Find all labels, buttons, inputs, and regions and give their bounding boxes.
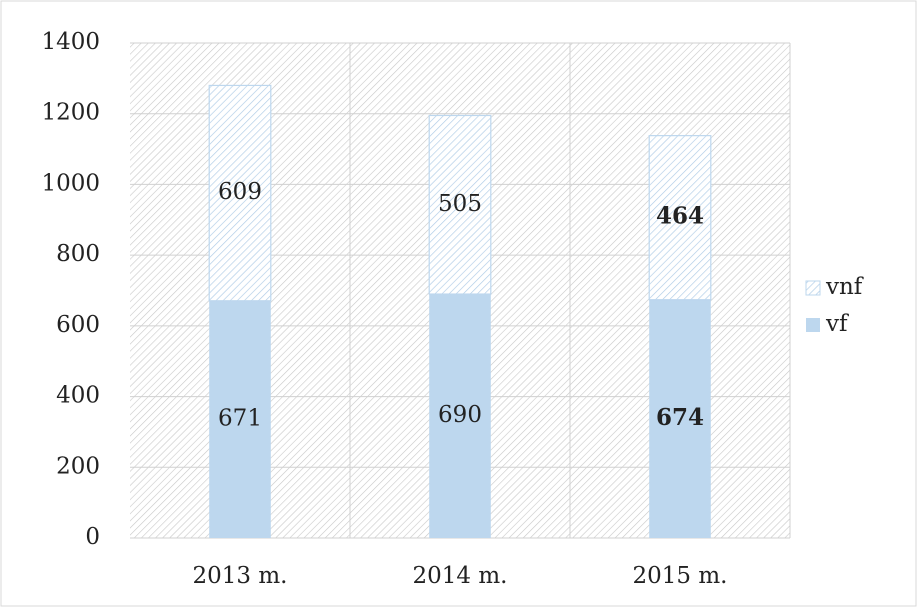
legend-swatch (805, 280, 821, 296)
bar-segment (429, 294, 491, 538)
y-tick-label: 1000 (41, 170, 100, 196)
data-label: 609 (218, 179, 262, 205)
data-label: 690 (438, 402, 482, 428)
bar-segment (428, 114, 492, 295)
bar-segment (208, 84, 272, 302)
y-tick-label: 400 (56, 383, 100, 409)
data-label: 464 (656, 203, 704, 230)
x-tick-label: 2013 m. (193, 563, 288, 589)
bar-segment (209, 300, 271, 538)
legend-swatch (806, 318, 820, 332)
y-tick-label: 0 (85, 524, 100, 550)
y-tick-label: 1400 (41, 29, 100, 55)
y-tick-label: 800 (56, 241, 100, 267)
bar-segment (649, 299, 711, 538)
y-tick-label: 200 (56, 453, 100, 479)
data-label: 671 (218, 405, 262, 431)
legend-label: vnf (825, 274, 864, 300)
x-tick-label: 2014 m. (413, 563, 508, 589)
bar-segment (648, 135, 712, 301)
data-label: 505 (438, 191, 482, 217)
y-tick-label: 1200 (41, 100, 100, 126)
x-tick-label: 2015 m. (633, 563, 728, 589)
data-label: 674 (656, 404, 704, 431)
y-tick-label: 600 (56, 312, 100, 338)
legend-label: vf (825, 311, 849, 337)
